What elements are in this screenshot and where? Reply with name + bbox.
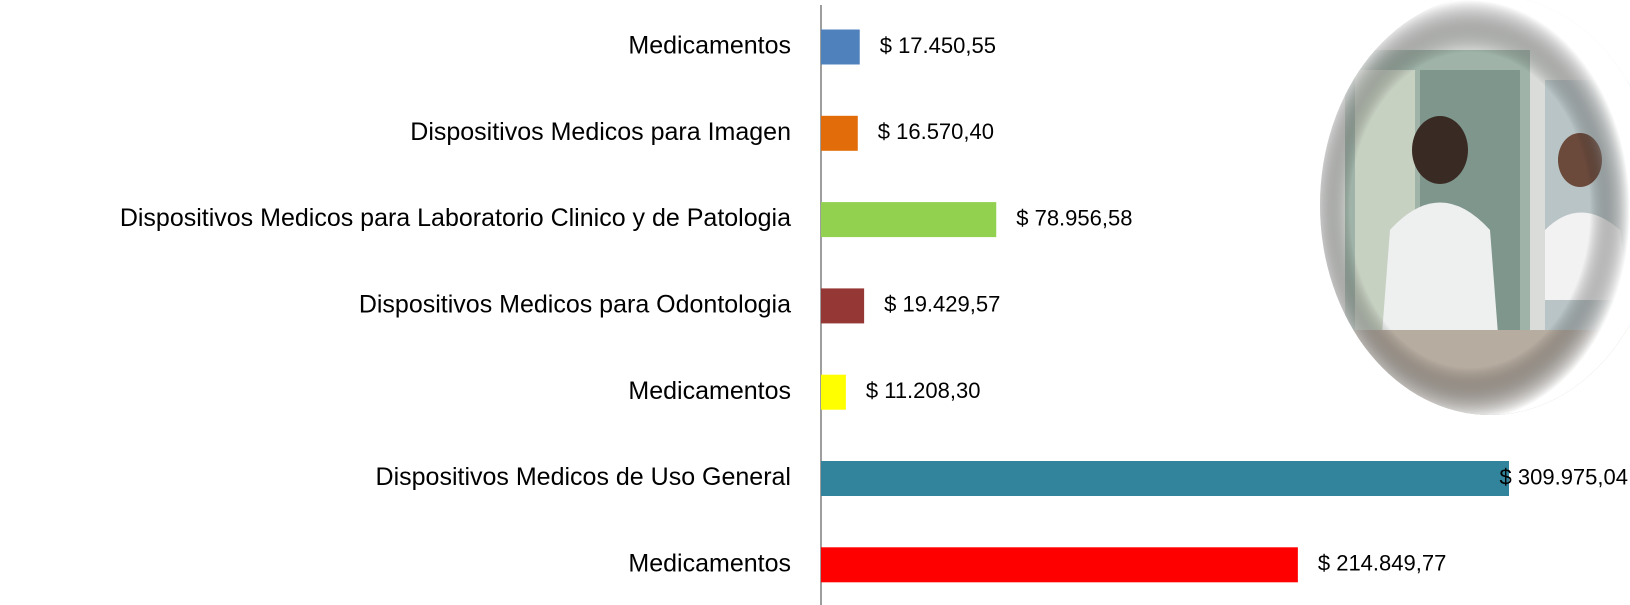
value-label: $ 16.570,40 (878, 119, 994, 144)
value-label: $ 19.429,57 (884, 292, 1000, 317)
value-label: $ 78.956,58 (1016, 205, 1132, 230)
bar (821, 115, 858, 151)
category-label: Dispositivos Medicos de Uso General (376, 463, 791, 491)
bar (821, 202, 997, 238)
value-label: $ 309.975,04 (1500, 464, 1628, 489)
bar (821, 461, 1509, 496)
category-label: Medicamentos (628, 377, 791, 405)
value-label: $ 11.208,30 (866, 378, 981, 403)
category-label: Dispositivos Medicos para Odontologia (359, 291, 791, 319)
category-label: Medicamentos (628, 32, 791, 60)
photo (1320, 0, 1630, 415)
category-label: Dispositivos Medicos para Imagen (410, 118, 791, 146)
bar (821, 288, 865, 324)
value-label: $ 214.849,77 (1318, 551, 1446, 576)
category-label: Medicamentos (628, 549, 791, 577)
bar (821, 547, 1298, 583)
bar (821, 29, 860, 65)
category-label: Dispositivos Medicos para Laboratorio Cl… (120, 204, 791, 232)
bar (821, 374, 846, 410)
value-label: $ 17.450,55 (880, 33, 996, 58)
